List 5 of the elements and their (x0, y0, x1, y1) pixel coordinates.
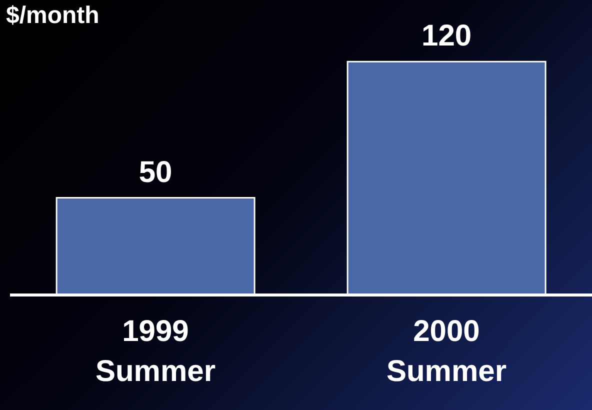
x-tick-label: 2000 Summer (386, 315, 507, 388)
data-label: 120 (422, 20, 472, 53)
x-tick-label: 1999 Summer (95, 315, 216, 388)
data-label: 50 (138, 156, 172, 189)
y-axis-title: $/month (6, 2, 100, 30)
